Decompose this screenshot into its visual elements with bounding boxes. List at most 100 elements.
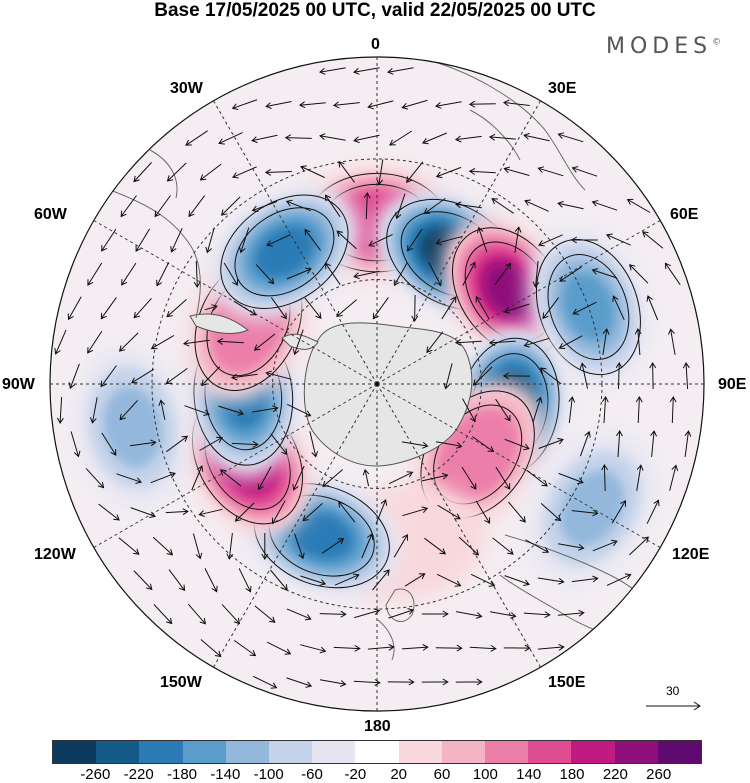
graticule-lines xyxy=(50,57,704,711)
wind-vector xyxy=(319,679,347,687)
wind-vector xyxy=(321,538,345,554)
wind-vector xyxy=(523,611,551,619)
wind-vector xyxy=(532,261,540,288)
wind-vector xyxy=(238,568,252,593)
wind-vector xyxy=(152,536,174,556)
wind-vector xyxy=(684,430,692,457)
wind-vector xyxy=(476,226,488,253)
wind-vector xyxy=(471,436,495,453)
wind-vector xyxy=(393,262,408,287)
colorbar-swatch xyxy=(225,741,270,763)
wind-vector-field xyxy=(54,67,692,689)
colorbar xyxy=(52,740,702,764)
wind-vector xyxy=(404,573,426,587)
wind-vector xyxy=(56,396,64,424)
wind-vector xyxy=(537,643,565,651)
wind-vector xyxy=(629,536,650,556)
wind-vector xyxy=(133,297,152,319)
colorbar-swatch xyxy=(53,741,97,763)
colorbar-tick-label: -100 xyxy=(253,766,284,783)
wind-vector xyxy=(193,260,201,288)
wind-vector xyxy=(470,573,496,587)
wind-vector xyxy=(579,430,591,457)
wind-vector xyxy=(286,608,312,621)
wind-vector xyxy=(192,533,203,560)
wind-vector xyxy=(388,471,414,485)
wind-vector xyxy=(626,198,651,213)
colorbar-swatch xyxy=(614,741,658,763)
wind-vector xyxy=(475,500,491,524)
wind-vector xyxy=(221,604,241,625)
wind-vector xyxy=(361,533,374,559)
wind-vector xyxy=(324,262,341,285)
wind-vector xyxy=(462,398,476,423)
wind-vector xyxy=(266,234,291,247)
reference-vector-label: 30 xyxy=(666,684,680,698)
wind-vector xyxy=(220,196,241,216)
wind-vector xyxy=(118,332,139,352)
wind-vector xyxy=(601,396,609,424)
wind-vector xyxy=(367,100,394,110)
wind-vector xyxy=(332,101,360,109)
wind-vector xyxy=(166,162,187,182)
anomaly-contour xyxy=(448,422,507,487)
wind-vector xyxy=(649,362,657,390)
wind-vector xyxy=(68,363,80,390)
wind-vector xyxy=(591,200,618,211)
wind-vector xyxy=(204,568,218,593)
wind-vector xyxy=(532,396,543,423)
wind-vector xyxy=(338,160,355,183)
wind-vector xyxy=(239,227,250,254)
colorbar-swatch xyxy=(398,741,442,763)
wind-vector xyxy=(454,338,482,346)
wind-vector xyxy=(156,262,170,287)
lon-label-30w: 30W xyxy=(170,80,203,97)
colorbar-swatch xyxy=(139,741,183,763)
wind-vector xyxy=(294,533,305,560)
lon-label-120w: 120W xyxy=(34,546,76,563)
wind-vector xyxy=(188,195,206,218)
meridian-line xyxy=(213,383,378,668)
wind-vector xyxy=(514,226,522,253)
wind-vector xyxy=(579,362,588,389)
wind-vector xyxy=(292,465,305,491)
wind-vector xyxy=(401,99,428,110)
wind-vector xyxy=(70,431,81,458)
wind-vector xyxy=(334,573,360,586)
colorbar-swatch xyxy=(96,741,140,763)
wind-vector xyxy=(100,365,117,388)
wind-vector xyxy=(233,639,257,657)
colorbar-swatch xyxy=(528,741,572,763)
wind-vector xyxy=(286,403,312,417)
wind-vector xyxy=(469,644,497,652)
wind-vector xyxy=(435,166,462,179)
colorbar-tick-label: -140 xyxy=(210,766,241,783)
wind-vector xyxy=(523,337,550,348)
wind-vector xyxy=(368,233,393,247)
wind-vector xyxy=(570,236,598,244)
brand-text: MODES xyxy=(606,34,713,59)
wind-vector xyxy=(232,166,257,179)
wind-vector xyxy=(253,333,276,351)
wind-vector xyxy=(502,99,530,107)
wind-vector xyxy=(165,367,188,385)
wind-vector xyxy=(322,469,344,488)
wind-vector xyxy=(634,328,642,356)
wind-vector xyxy=(150,334,175,350)
anomaly-contour xyxy=(290,511,354,560)
wind-vector xyxy=(540,503,562,522)
lon-label-120e: 120E xyxy=(672,546,710,563)
wind-vector xyxy=(421,132,447,145)
wind-vector xyxy=(184,405,211,416)
wind-vector xyxy=(270,433,288,456)
wind-vector xyxy=(376,159,384,186)
colorbar-swatch xyxy=(571,741,615,763)
wind-vector xyxy=(226,533,234,560)
wind-vector xyxy=(524,199,549,212)
wind-vector xyxy=(491,198,514,214)
meridian-line xyxy=(376,100,541,385)
geopotential-contour xyxy=(234,207,335,297)
colorbar-tick-label: -60 xyxy=(301,766,323,783)
wind-vector xyxy=(363,192,371,220)
